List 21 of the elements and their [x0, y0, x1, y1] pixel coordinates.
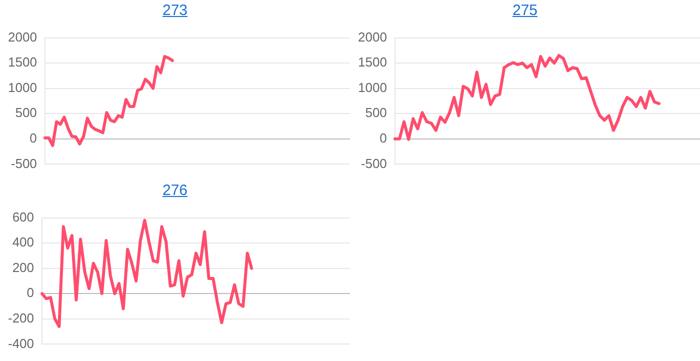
y-tick-label: 1000	[358, 80, 387, 95]
y-tick-label: -500	[10, 156, 37, 171]
y-tick-label: 1500	[8, 54, 37, 70]
y-tick-label: 0	[26, 285, 34, 300]
y-tick-label: 0	[380, 130, 387, 146]
chart-title: 275	[511, 1, 539, 21]
chart-title: 273	[161, 1, 189, 21]
y-tick-label: 2000	[358, 29, 387, 44]
y-tick-label: 2000	[8, 29, 37, 44]
y-tick-label: -400	[8, 336, 34, 351]
y-tick-label: 0	[30, 130, 37, 146]
chart-title: 276	[161, 181, 189, 201]
y-tick-label: 400	[12, 234, 34, 250]
y-tick-label: 1500	[358, 54, 387, 70]
y-tick-label: 500	[365, 105, 387, 120]
y-tick-label: 200	[12, 260, 34, 275]
y-tick-label: 500	[15, 105, 37, 120]
y-tick-label: -500	[360, 156, 387, 171]
y-tick-label: 600	[12, 209, 34, 224]
y-tick-label: -200	[8, 310, 34, 326]
y-tick-label: 1000	[8, 80, 37, 95]
